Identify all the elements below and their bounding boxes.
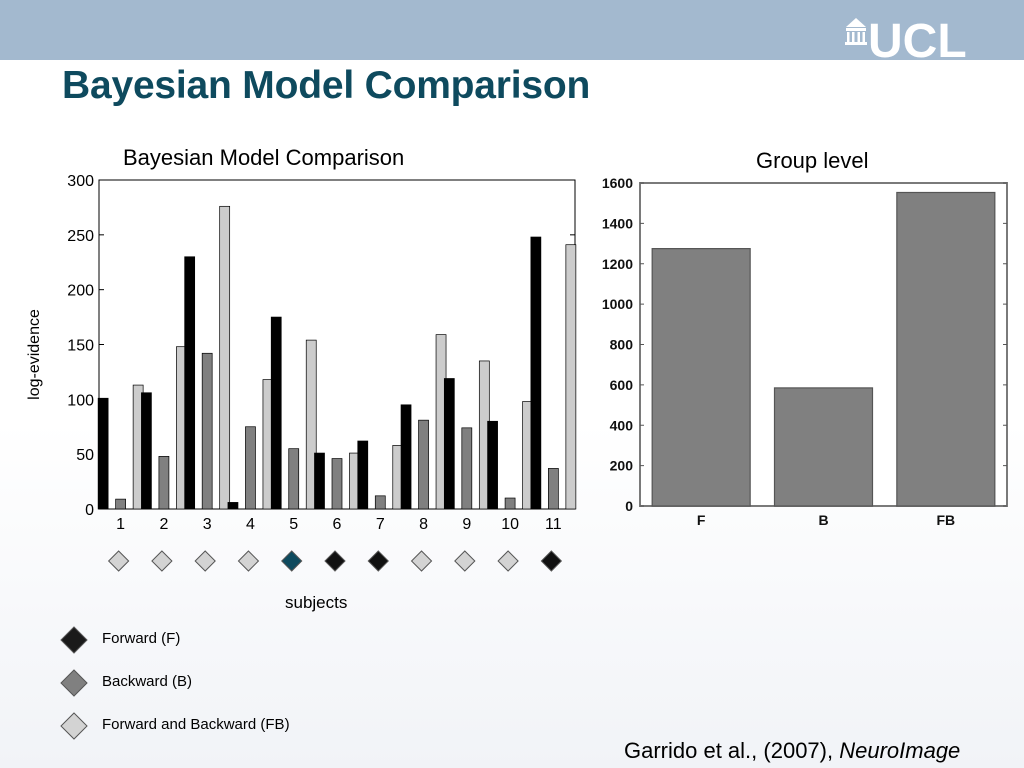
ucl-logo: UCL [845, 15, 967, 62]
bar [443, 378, 455, 510]
x-tick-label: FB [936, 512, 955, 528]
x-tick-label: 1 [116, 516, 125, 533]
citation-journal: NeuroImage [839, 738, 961, 763]
bar [245, 426, 256, 510]
y-tick-label: 1200 [602, 256, 633, 272]
y-tick-label: 600 [610, 377, 634, 393]
portico-icon [845, 18, 867, 45]
y-tick-label: 150 [67, 338, 94, 355]
backward-swatch [60, 669, 88, 697]
winning-model-diamond [151, 550, 173, 572]
winning-model-diamond [410, 550, 433, 572]
winning-model-diamond [324, 550, 346, 572]
bar [400, 404, 412, 510]
x-tick-label: 7 [376, 516, 385, 533]
bar [565, 244, 577, 510]
x-tick-label: 4 [246, 516, 255, 533]
y-tick-label: 800 [610, 337, 634, 353]
bar [314, 452, 325, 510]
bar [288, 448, 300, 510]
y-tick-label: 1400 [602, 215, 633, 231]
forward-backward-diamond-icon [60, 712, 88, 740]
x-tick-label: 6 [333, 516, 342, 533]
bar [548, 468, 559, 510]
winning-model-diamond [367, 550, 389, 572]
legend-label-forward: Forward (F) [102, 630, 181, 647]
y-tick-label: 100 [67, 392, 94, 409]
bar [418, 419, 429, 510]
legend-label-forward-backward: Forward and Backward (FB) [102, 716, 290, 733]
bar [461, 427, 473, 510]
winning-model-diamond [540, 550, 563, 572]
bar [530, 236, 542, 510]
winning-model-diamond [497, 550, 519, 572]
winning-model-diamond [237, 550, 260, 572]
x-tick-label: 2 [159, 516, 168, 533]
winning-model-diamond [107, 550, 130, 572]
y-tick-label: 200 [610, 458, 634, 474]
bar [651, 248, 751, 507]
forward-swatch [60, 626, 88, 654]
bar [219, 205, 231, 510]
forward-diamond-icon [60, 626, 88, 654]
bar [357, 440, 369, 510]
citation-authors: Garrido et al., (2007), [624, 738, 840, 763]
bar [141, 392, 152, 510]
y-tick-label: 400 [610, 417, 634, 433]
x-tick-label: 8 [419, 516, 428, 533]
x-tick-label: B [818, 512, 828, 528]
winning-model-diamond [194, 550, 216, 572]
legend-label-backward: Backward (B) [102, 673, 193, 690]
x-axis-label: subjects [285, 593, 348, 612]
slide-title: Bayesian Model Comparison [62, 64, 591, 107]
group-chart-title: Group level [756, 148, 869, 173]
x-tick-label: 11 [545, 516, 562, 533]
bar [487, 420, 498, 510]
winning-model-diamond [281, 550, 303, 572]
x-tick-label: 10 [501, 516, 519, 533]
bar [896, 191, 996, 507]
bar [115, 498, 126, 510]
subject-chart-title: Bayesian Model Comparison [123, 145, 405, 170]
y-axis-label: log-evidence [26, 309, 43, 400]
bar [773, 387, 874, 507]
citation: Garrido et al., (2007), NeuroImage [624, 738, 960, 764]
y-tick-label: 300 [67, 173, 94, 190]
winning-model-markers [107, 550, 563, 572]
y-tick-label: 0 [85, 502, 94, 519]
x-tick-label: F [697, 512, 706, 528]
x-tick-label: 9 [462, 516, 471, 533]
bar [270, 316, 282, 510]
x-tick-label: 5 [289, 516, 298, 533]
backward-diamond-icon [60, 669, 88, 697]
bar [331, 458, 343, 510]
y-tick-label: 1000 [602, 296, 633, 312]
y-tick-label: 250 [67, 228, 94, 245]
y-tick-label: 200 [67, 283, 94, 300]
y-tick-label: 50 [76, 447, 94, 464]
bar [305, 339, 317, 510]
y-tick-label: 1600 [602, 175, 633, 191]
y-tick-label: 0 [625, 498, 633, 514]
subject-log-evidence-chart: 0 50 100 150 200 250 300 1 2 3 4 5 6 7 8 9 10 11 log-evide… [26, 173, 577, 533]
bar [227, 502, 239, 510]
bar [97, 397, 109, 510]
bar [201, 352, 213, 510]
x-tick-label: 3 [203, 516, 212, 533]
forward-backward-swatch [60, 712, 88, 740]
bar [184, 256, 196, 510]
bar [504, 497, 516, 510]
logo-text: UCL [868, 15, 967, 62]
winning-model-diamond [454, 550, 476, 572]
bar [158, 456, 170, 510]
bar [374, 495, 386, 510]
